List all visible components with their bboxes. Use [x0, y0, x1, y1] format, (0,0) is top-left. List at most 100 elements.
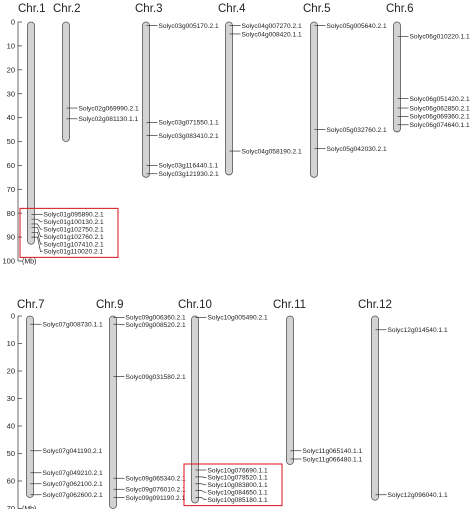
gene-label: Solyc01g107410.2.1 [44, 241, 104, 248]
chromosome-bar [109, 315, 117, 509]
highlight-box [19, 207, 119, 258]
axis-tick-label: 40 [7, 422, 15, 431]
gene-label: Solyc07g041190.2.1 [43, 448, 103, 455]
gene-label: Solyc01g110020.2.1 [44, 249, 104, 256]
gene-label: Solyc10g005490.2.1 [208, 315, 268, 322]
chromosome-bar [142, 21, 150, 178]
gene-label: Solyc03g005170.2.1 [159, 23, 219, 30]
chromosome-label: Chr.2 [53, 3, 81, 15]
axis-unit-label: (Mb) [22, 259, 36, 266]
chromosome-label: Chr.12 [358, 299, 392, 311]
chromosome-label: Chr.3 [135, 3, 163, 15]
chromosome-bar [371, 315, 379, 501]
axis-tick-label: 30 [7, 89, 15, 98]
gene-label: Solyc03g083410.2.1 [159, 133, 219, 140]
gene-label: Solyc07g049210.2.1 [43, 470, 103, 477]
gene-marker [31, 223, 43, 230]
gene-marker [31, 236, 43, 252]
chromosome-label: Chr.11 [273, 299, 306, 311]
axis-tick-label: 30 [7, 394, 15, 403]
chromosome-chr4: Chr.4 Solyc04g007270.2.1Solyc04g008420.1.… [218, 3, 302, 176]
gene-label: Solyc02g081130.1.1 [79, 116, 139, 123]
axis-tick-label: 40 [7, 113, 15, 122]
gene-label: Solyc03g071550.1.1 [159, 120, 219, 127]
gene-label: Solyc04g007270.2.1 [242, 23, 302, 30]
gene-label: Solyc06g010220.1.1 [410, 34, 470, 41]
chromosome-label: Chr.10 [178, 299, 212, 311]
axis-tick-label: 90 [7, 233, 15, 242]
gene-label: Solyc12g096040.1.1 [388, 492, 448, 499]
axis-tick-label: 10 [7, 42, 15, 51]
axis-tick-label: 100 [2, 257, 15, 266]
gene-label: Solyc07g062600.2.1 [43, 492, 103, 499]
gene-label: Solyc09g008520.2.1 [126, 322, 186, 329]
gene-label: Solyc11g066480.1.1 [303, 456, 363, 463]
gene-label: Solyc12g014540.1.1 [388, 327, 448, 334]
axis-tick-label: 0 [11, 18, 15, 27]
gene-marker [113, 323, 125, 326]
gene-label: Solyc06g074640.1.1 [410, 122, 470, 129]
chromosome-bar [393, 21, 401, 133]
gene-label: Solyc10g085180.1.1 [208, 497, 268, 504]
gene-label: Solyc04g058190.2.1 [242, 148, 302, 155]
gene-label: Solyc05g032760.2.1 [327, 127, 387, 134]
panel-1: 0 10 20 30 40 50 60 70 80 90 100 (Mb) Chr.1 Solyc01g0… [2, 3, 469, 266]
gene-label: Solyc06g051420.2.1 [410, 96, 470, 103]
axis-tick-label: 0 [11, 312, 15, 321]
gene-label: Solyc10g078520.1.1 [208, 475, 268, 482]
chromosome-chr5: Chr.5 Solyc05g005640.2.1 Solyc05g032760.2.… [303, 3, 387, 178]
chromosome-bar [26, 315, 34, 498]
chromosome-chr7: Chr.7 Solyc07g008730.1.1 Solyc07g041190.2.… [17, 299, 103, 499]
gene-marker [195, 483, 207, 486]
gene-label: Solyc10g076690.1.1 [208, 467, 268, 474]
gene-label: Solyc01g100130.2.1 [44, 219, 104, 226]
gene-label: Solyc10g084650.1.1 [208, 490, 268, 497]
gene-marker [195, 476, 207, 478]
axis-tick-label: 50 [7, 449, 15, 458]
highlight-box [183, 463, 283, 507]
gene-label: Solyc09g065340.2.1 [126, 476, 186, 483]
chromosome-bar [27, 21, 35, 245]
chromosome-label: Chr.4 [218, 3, 246, 15]
chromosome-label: Chr.6 [386, 3, 414, 15]
axis-tick-label: 60 [7, 161, 15, 170]
gene-label: Solyc09g076010.2.1 [126, 487, 186, 494]
gene-label: Solyc01g095890.2.1 [44, 212, 104, 219]
gene-label: Solyc01g102760.2.1 [44, 234, 104, 241]
chromosome-label: Chr.9 [96, 299, 124, 311]
gene-label: Solyc04g008420.1.1 [242, 31, 302, 38]
gene-label: Solyc01g102750.2.1 [44, 226, 104, 233]
chromosome-bar [191, 315, 199, 504]
chromosome-bar [62, 21, 70, 142]
axis-tick-label: 20 [7, 65, 15, 74]
chromosome-chr10: Chr.10 Solyc10g005490.2.1 Solyc10g076690.1… [178, 299, 268, 504]
gene-label: Solyc06g062850.2.1 [410, 105, 470, 112]
gene-marker [195, 490, 207, 493]
gene-marker [31, 218, 43, 223]
chromosome-bar [286, 315, 294, 465]
gene-label: Solyc05g042030.2.1 [327, 146, 387, 153]
chromosome-chr12: Chr.12 Solyc12g014540.1.1 Solyc12g096040.1… [358, 299, 448, 501]
axis-tick-label: 70 [7, 185, 15, 194]
axis-tick-label: 50 [7, 137, 15, 146]
chromosome-chr3: Chr.3 Solyc03g005170.2.1 Solyc03g071550.1.… [135, 3, 219, 178]
axis-tick-label: 20 [7, 367, 15, 376]
chromosome-chr9: Chr.9Solyc09g006360.2.1Solyc09g008520.2.… [96, 299, 186, 509]
gene-label: Solyc09g091190.2.1 [126, 495, 186, 502]
scale-axis: 0 10 20 30 40 50 60 70 80 90 100 (Mb) [2, 18, 36, 266]
chromosome-chr2: Chr.2 Solyc02g069990.2.1 Solyc02g081130.1.… [53, 3, 139, 142]
gene-marker [31, 231, 43, 245]
axis-tick-label: 10 [7, 339, 15, 348]
gene-label: Solyc09g006360.2.1 [126, 315, 186, 322]
gene-label: Solyc11g065140.1.1 [303, 448, 363, 455]
gene-label: Solyc03g121930.2.1 [159, 171, 219, 178]
chromosome-bar [225, 21, 233, 176]
panel-2: 010203040506070(Mb)Chr.7Solyc07g008730.1… [7, 299, 448, 513]
chromosome-label: Chr.1 [18, 3, 46, 15]
chromosome-chr1: Chr.1 Solyc01g095890.2.1Solyc01g100130.2.… [18, 3, 104, 256]
gene-label: Solyc02g069990.2.1 [79, 105, 139, 112]
gene-label: Solyc07g008730.1.1 [43, 322, 103, 329]
axis-tick-label: 70 [7, 504, 15, 509]
